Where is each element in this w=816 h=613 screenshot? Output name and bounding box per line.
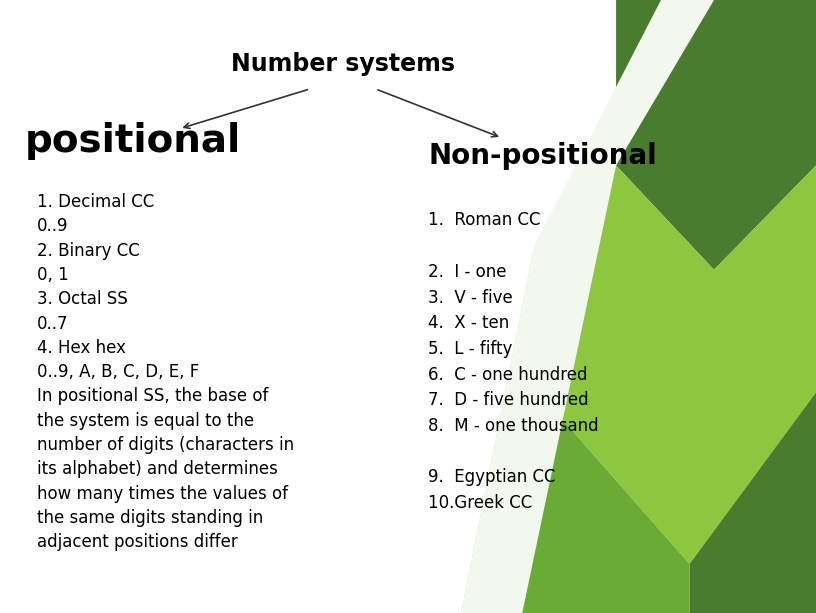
Polygon shape — [616, 0, 714, 270]
Text: 1.  Roman CC

2.  I - one
3.  V - five
4.  X - ten
5.  L - fifty
6.  C - one hun: 1. Roman CC 2. I - one 3. V - five 4. X … — [428, 211, 599, 512]
Polygon shape — [461, 0, 714, 613]
Text: Number systems: Number systems — [231, 52, 455, 77]
Polygon shape — [690, 392, 816, 613]
Text: Non-positional: Non-positional — [428, 142, 657, 170]
Polygon shape — [461, 392, 690, 613]
Text: positional: positional — [24, 122, 241, 160]
Polygon shape — [539, 166, 816, 564]
Polygon shape — [714, 0, 816, 270]
Text: 1. Decimal CC
0..9
2. Binary CC
0, 1
3. Octal SS
0..7
4. Hex hex
0..9, A, B, C, : 1. Decimal CC 0..9 2. Binary CC 0, 1 3. … — [37, 193, 294, 551]
Polygon shape — [461, 245, 690, 613]
